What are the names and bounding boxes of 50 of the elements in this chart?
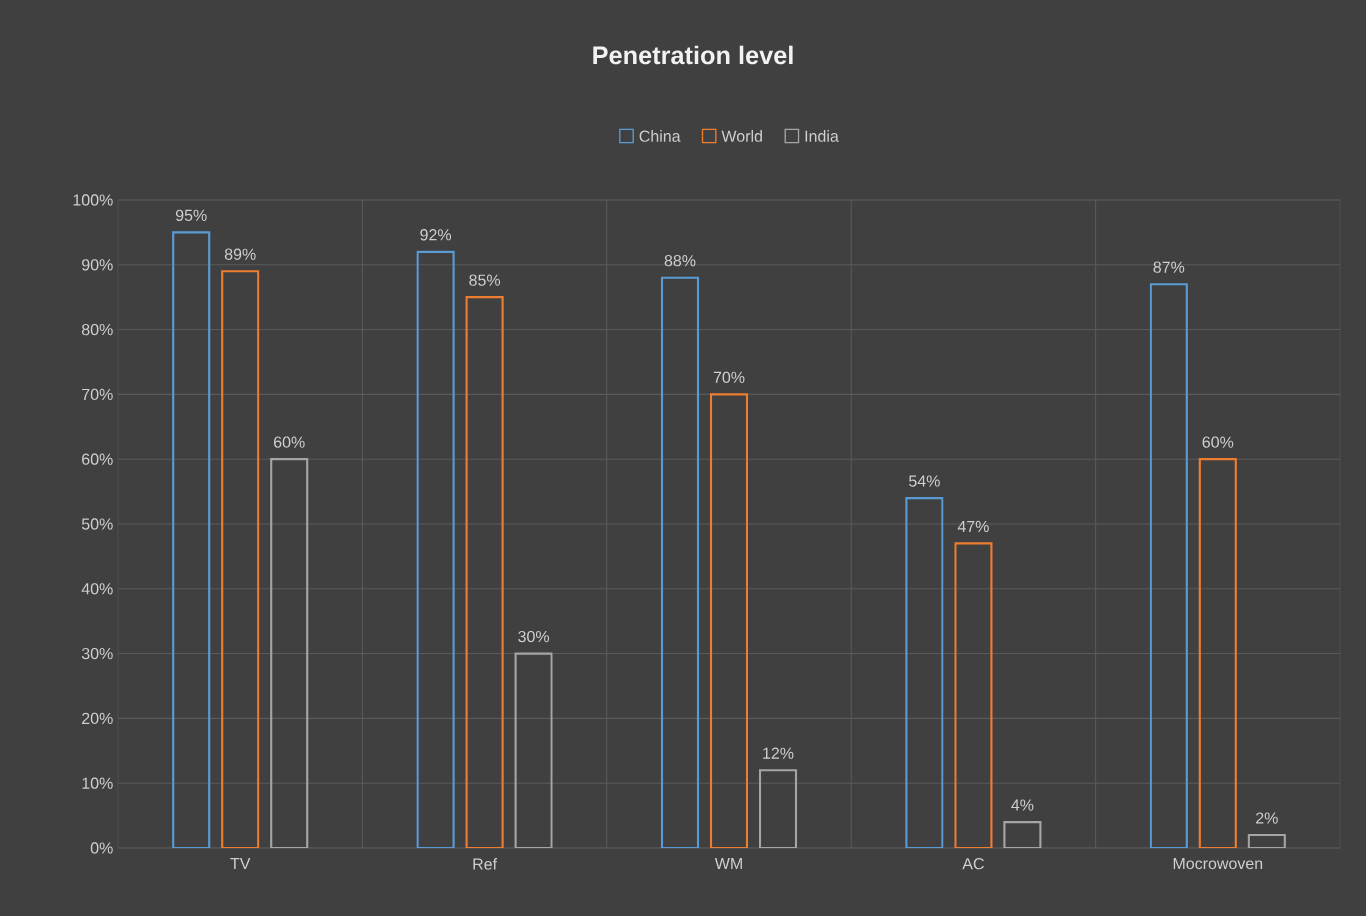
bar (1003, 821, 1042, 848)
data-label: 87% (1153, 261, 1185, 273)
x-tick-label: Mocrowoven (1173, 858, 1263, 870)
y-tick-label: 20% (82, 712, 113, 725)
legend-label: China (639, 130, 681, 142)
bar (465, 296, 504, 848)
y-tick-label: 100% (73, 194, 113, 206)
data-label: 54% (909, 475, 940, 487)
bar (172, 231, 211, 848)
chart-title: Penetration level (593, 45, 793, 65)
data-label: 47% (957, 520, 989, 533)
bar (1198, 458, 1237, 848)
y-tick-label: 70% (82, 388, 113, 401)
y-tick-label: 10% (82, 777, 113, 789)
legend-label: India (805, 130, 839, 142)
bar (221, 270, 260, 848)
y-tick-label: 90% (82, 259, 113, 271)
bar (1247, 833, 1286, 848)
x-tick-label: TV (230, 858, 251, 870)
bar (514, 652, 553, 848)
legend-label: World (721, 130, 762, 142)
bar (954, 542, 993, 848)
bar (905, 496, 944, 848)
x-tick-label: AC (962, 858, 984, 870)
data-label: 95% (175, 209, 207, 221)
y-tick-label: 80% (81, 323, 113, 336)
bar (270, 458, 309, 848)
data-label: 89% (224, 248, 256, 260)
data-label: 60% (274, 436, 305, 448)
data-label: 30% (518, 630, 550, 643)
x-tick-label: WM (714, 858, 742, 870)
data-label: 4% (1011, 799, 1034, 811)
y-tick-label: 0% (90, 842, 113, 854)
y-tick-label: 50% (81, 518, 113, 530)
data-label: 2% (1256, 812, 1278, 824)
data-label: 60% (1202, 436, 1234, 448)
bar (660, 276, 700, 848)
bar (416, 250, 455, 848)
data-label: 70% (713, 371, 745, 383)
data-label: 92% (420, 229, 452, 241)
bar (709, 393, 749, 848)
y-tick-label: 60% (82, 453, 113, 465)
bar (1149, 283, 1188, 848)
data-label: 12% (763, 747, 794, 759)
data-label: 85% (469, 274, 501, 286)
y-tick-label: 30% (81, 647, 113, 660)
x-tick-label: Ref (473, 858, 498, 870)
bar (758, 769, 798, 848)
y-tick-label: 40% (81, 583, 113, 595)
data-label: 88% (664, 255, 696, 267)
